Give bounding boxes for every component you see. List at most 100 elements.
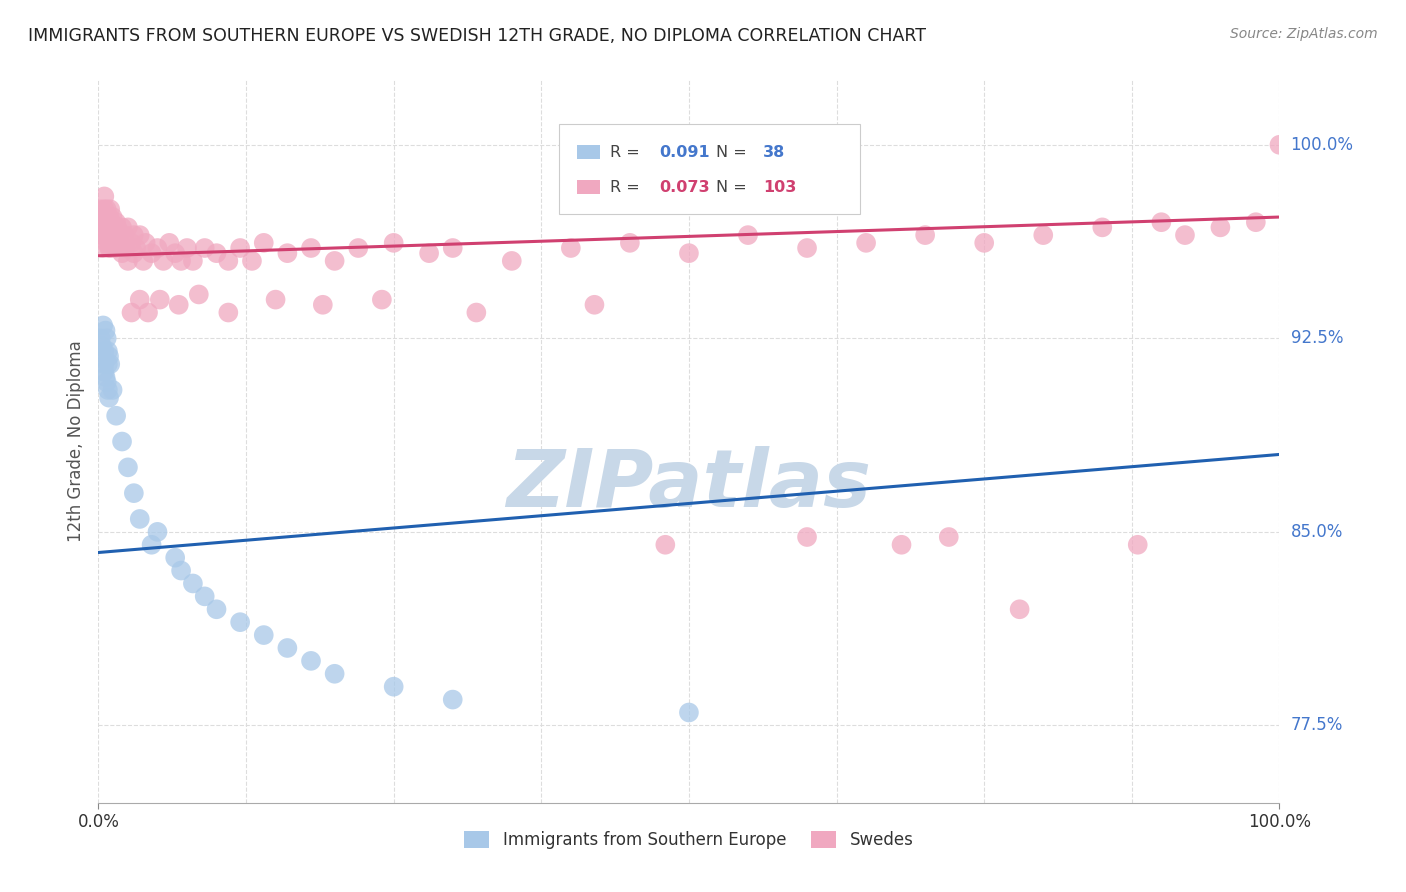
Point <box>796 241 818 255</box>
Point <box>1032 228 1054 243</box>
Point <box>149 293 172 307</box>
Point <box>128 512 150 526</box>
Text: 85.0%: 85.0% <box>1291 523 1343 541</box>
Point <box>112 228 135 243</box>
Text: 38: 38 <box>763 145 786 160</box>
Point <box>91 228 114 243</box>
Point <box>100 215 122 229</box>
Point <box>122 486 145 500</box>
Point <box>111 220 134 235</box>
Text: R =: R = <box>610 179 645 194</box>
Point <box>146 241 169 255</box>
Point <box>107 235 129 250</box>
Point <box>583 298 606 312</box>
Point <box>1150 215 1173 229</box>
Point <box>121 305 143 319</box>
Point <box>165 550 187 565</box>
Point <box>152 254 174 268</box>
Point <box>1126 538 1149 552</box>
Point <box>91 350 114 364</box>
Point <box>98 210 121 224</box>
Point <box>90 220 112 235</box>
Text: N =: N = <box>716 179 752 194</box>
Point <box>678 706 700 720</box>
Point <box>117 220 139 235</box>
Point <box>146 524 169 539</box>
Point <box>796 530 818 544</box>
Point <box>205 602 228 616</box>
Point <box>229 615 252 630</box>
Point <box>170 254 193 268</box>
Text: Source: ZipAtlas.com: Source: ZipAtlas.com <box>1230 27 1378 41</box>
Point <box>111 434 134 449</box>
Point <box>371 293 394 307</box>
Point <box>94 210 117 224</box>
Point <box>914 228 936 243</box>
Point <box>1008 602 1031 616</box>
Point <box>187 287 209 301</box>
Text: N =: N = <box>716 145 752 160</box>
Point <box>465 305 488 319</box>
Point <box>91 215 114 229</box>
Text: ZIPatlas: ZIPatlas <box>506 446 872 524</box>
Point <box>117 254 139 268</box>
Point <box>96 331 118 345</box>
Point <box>135 235 157 250</box>
Point <box>654 538 676 552</box>
Point <box>217 305 239 319</box>
Point <box>501 254 523 268</box>
Point <box>938 530 960 544</box>
Point <box>312 298 335 312</box>
Point <box>96 220 118 235</box>
Point <box>91 339 114 353</box>
FancyBboxPatch shape <box>576 145 600 160</box>
Point <box>299 241 322 255</box>
Point <box>855 235 877 250</box>
Point <box>101 220 124 235</box>
Point <box>93 344 115 359</box>
Point <box>1209 220 1232 235</box>
Point <box>229 241 252 255</box>
Text: IMMIGRANTS FROM SOUTHERN EUROPE VS SWEDISH 12TH GRADE, NO DIPLOMA CORRELATION CH: IMMIGRANTS FROM SOUTHERN EUROPE VS SWEDI… <box>28 27 927 45</box>
Point <box>560 241 582 255</box>
Point <box>737 228 759 243</box>
Point <box>97 215 120 229</box>
Point <box>96 235 118 250</box>
Point <box>98 357 121 371</box>
Point <box>94 370 117 384</box>
Point <box>114 241 136 255</box>
Point <box>93 215 115 229</box>
Point <box>264 293 287 307</box>
Point <box>98 241 121 255</box>
Point <box>105 215 128 229</box>
Point <box>194 590 217 604</box>
Point <box>441 692 464 706</box>
Point <box>105 228 128 243</box>
Point <box>132 254 155 268</box>
Point <box>205 246 228 260</box>
Text: R =: R = <box>610 145 645 160</box>
Point <box>347 241 370 255</box>
Point <box>167 298 190 312</box>
Point <box>890 538 912 552</box>
Point <box>253 235 276 250</box>
Point <box>170 564 193 578</box>
Point <box>91 210 114 224</box>
Point <box>97 344 120 359</box>
Point <box>91 241 114 255</box>
Point <box>418 246 440 260</box>
Point <box>91 318 114 333</box>
Point <box>122 228 145 243</box>
Point <box>299 654 322 668</box>
Point <box>276 640 298 655</box>
Point <box>276 246 298 260</box>
Point <box>181 576 204 591</box>
Point <box>125 241 148 255</box>
Point <box>100 228 122 243</box>
Text: 103: 103 <box>763 179 797 194</box>
Point <box>108 228 131 243</box>
Point <box>1174 228 1197 243</box>
Text: 100.0%: 100.0% <box>1291 136 1354 153</box>
Point <box>93 189 115 203</box>
Point <box>217 254 239 268</box>
